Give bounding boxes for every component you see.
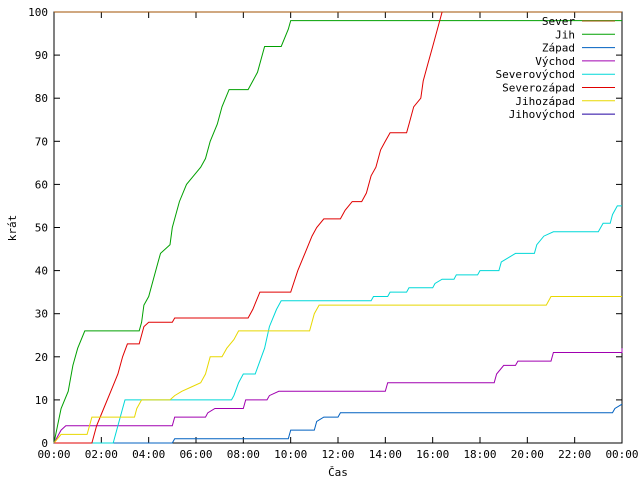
x-tick-label: 08:00	[227, 448, 260, 461]
y-tick-label: 80	[35, 92, 48, 105]
legend-label: Jihovýchod	[509, 108, 575, 121]
legend-label: Jihozápad	[515, 95, 575, 108]
series-line	[53, 348, 623, 444]
x-tick-label: 00:00	[37, 448, 70, 461]
legend-label: Severovýchod	[496, 68, 575, 81]
x-tick-label: 16:00	[416, 448, 449, 461]
x-tick-label: 12:00	[321, 448, 354, 461]
series-line	[54, 403, 623, 444]
y-tick-label: 20	[35, 351, 48, 364]
series-line	[54, 205, 622, 444]
x-tick-label: 10:00	[274, 448, 307, 461]
legend-label: Jih	[555, 28, 575, 41]
y-axis-label: krát	[6, 215, 19, 242]
x-tick-label: 22:00	[558, 448, 591, 461]
x-axis-ticks: 00:00 02:00 04:00 06:00 08:00 10:00 12:00 14:00…	[37, 12, 639, 461]
x-tick-label: 02:00	[85, 448, 118, 461]
y-tick-label: 30	[35, 308, 48, 321]
y-tick-label: 0	[41, 437, 48, 450]
series-line	[54, 11, 443, 444]
legend-label: Západ	[542, 42, 575, 55]
series-layer	[53, 11, 623, 444]
x-tick-label: 04:00	[132, 448, 165, 461]
y-tick-label: 60	[35, 178, 48, 191]
x-tick-label: 06:00	[179, 448, 212, 461]
legend-label: Sever	[542, 15, 575, 28]
x-tick-label: 14:00	[369, 448, 402, 461]
x-axis-label: Čas	[328, 466, 348, 479]
legend-label: Severozápad	[502, 82, 575, 95]
legend: SeverJihZápadVýchodSeverovýchodSeverozáp…	[496, 15, 615, 121]
y-tick-label: 10	[35, 394, 48, 407]
y-tick-label: 70	[35, 135, 48, 148]
x-tick-label: 00:00	[605, 448, 638, 461]
y-tick-label: 50	[35, 222, 48, 235]
y-tick-label: 40	[35, 265, 48, 278]
y-axis-ticks: 0 10 20 30 40 50 60 70 80 90 100	[28, 6, 622, 450]
y-tick-label: 100	[28, 6, 48, 19]
x-tick-label: 20:00	[511, 448, 544, 461]
legend-label: Východ	[535, 55, 575, 68]
series-line	[53, 296, 622, 444]
series-line	[53, 20, 622, 444]
y-tick-label: 90	[35, 49, 48, 62]
x-tick-label: 18:00	[463, 448, 496, 461]
